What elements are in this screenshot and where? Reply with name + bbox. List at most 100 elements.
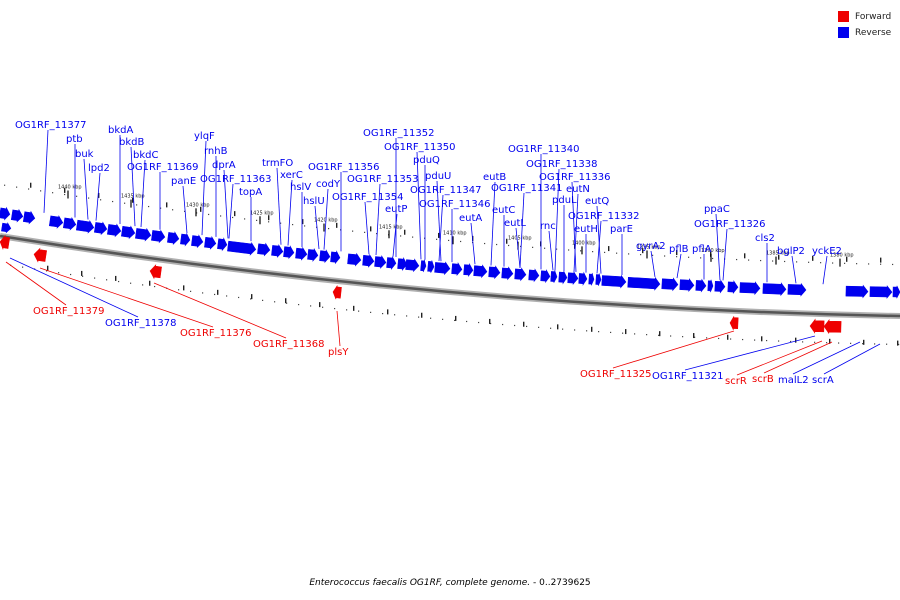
lower-track-dot: [586, 330, 588, 332]
upper-track-dot: [52, 192, 54, 194]
upper-track-mark: [98, 192, 100, 198]
lower-track-dot: [154, 285, 156, 288]
map-caption: Enterococcus faecalis OG1RF, complete ge…: [0, 578, 900, 588]
upper-track-mark: [880, 257, 882, 263]
reverse-gene-arrow: [434, 261, 451, 276]
upper-track-dot: [808, 261, 810, 263]
upper-track-mark: [268, 215, 270, 221]
lower-track-mark: [659, 331, 661, 337]
reverse-gene-arrow: [283, 245, 295, 260]
upper-track-dot: [820, 262, 822, 264]
gene-label-topa: topA: [239, 187, 262, 198]
forward-gene-arrow: [332, 285, 342, 300]
leader-line: [39, 267, 214, 328]
lower-track-dot: [130, 282, 132, 284]
lower-track-dot: [778, 340, 780, 342]
lower-track-mark: [251, 294, 253, 300]
lower-track-mark: [319, 302, 321, 308]
gene-label-pduq: pduQ: [413, 155, 440, 166]
lower-track-dot: [706, 337, 708, 339]
lower-track-dot: [790, 340, 792, 343]
lower-track-dot: [406, 315, 408, 317]
reverse-gene-arrow: [869, 285, 893, 299]
upper-track-mark: [744, 253, 746, 259]
upper-track-dot: [532, 246, 534, 248]
lower-track-mark: [115, 275, 117, 281]
upper-track-mark: [30, 182, 32, 188]
gene-label-euth: eutH: [574, 224, 598, 235]
gene-label-ylqf: ylqF: [194, 131, 215, 142]
tick-label: 1435 kbp: [121, 194, 145, 200]
lower-track-dot: [562, 328, 564, 330]
gene-label-eutc: eutC: [492, 205, 515, 216]
reverse-gene-arrow: [787, 282, 807, 297]
lower-track-mark: [387, 309, 389, 315]
tick-label: 1390 kbp: [701, 248, 725, 254]
upper-track-dot: [412, 236, 414, 238]
leader-line: [554, 168, 560, 271]
tick-label: 1410 kbp: [443, 230, 467, 236]
gene-label-og1rf-11341: OG1RF_11341: [491, 183, 563, 194]
lower-track-dot: [610, 331, 612, 334]
upper-track-dot: [760, 259, 762, 262]
gene-label-eutl: eutL: [504, 218, 526, 229]
lower-track-mark: [47, 265, 49, 271]
lower-track-mark: [863, 339, 865, 345]
gene-label-og1rf-11368: OG1RF_11368: [253, 339, 325, 350]
upper-track-dot: [652, 254, 654, 256]
upper-track-dot: [712, 257, 714, 260]
upper-track-dot: [100, 199, 102, 201]
reverse-gene-arrow: [695, 278, 707, 293]
gene-label-og1rf-11352: OG1RF_11352: [363, 128, 435, 139]
upper-track-dot: [400, 235, 402, 237]
legend-reverse: Reverse: [838, 25, 891, 40]
lower-track-dot: [718, 337, 720, 340]
upper-track-dot: [556, 248, 558, 250]
gene-label-mall2: malL2: [778, 375, 809, 386]
reverse-gene-arrow: [217, 237, 228, 252]
upper-track-dot: [76, 195, 78, 197]
lower-track-dot: [82, 275, 84, 277]
upper-track-dot: [832, 262, 834, 264]
gene-label-lpd2: lpd2: [88, 163, 110, 174]
gene-label-cls2: cls2: [755, 233, 775, 244]
upper-track-dot: [376, 232, 378, 235]
lower-track-dot: [730, 338, 732, 340]
lower-track-dot: [802, 341, 804, 343]
lower-track-dot: [502, 323, 504, 326]
lower-track-dot: [226, 295, 228, 297]
upper-track-dot: [880, 263, 882, 265]
upper-track-mark: [506, 238, 508, 244]
lower-track-mark: [727, 334, 729, 340]
gene-label-eutp: eutP: [385, 204, 407, 215]
leader-line: [364, 201, 370, 255]
reverse-gene-arrow: [94, 221, 108, 236]
lower-track-dot: [814, 341, 816, 343]
gene-label-og1rf-11356: OG1RF_11356: [308, 162, 380, 173]
reverse-gene-arrow: [10, 208, 24, 223]
reverse-gene-arrow: [727, 280, 739, 295]
leader-line: [392, 213, 398, 257]
gene-label-bglp2: bglP2: [777, 246, 805, 257]
lower-track-dot: [214, 293, 216, 296]
upper-track-dot: [280, 222, 282, 224]
leader-line: [736, 340, 823, 376]
upper-track-dot: [448, 239, 450, 242]
leader-line: [722, 228, 728, 281]
gene-label-scrr: scrR: [725, 376, 747, 387]
tick-label: 1405 kbp: [508, 236, 532, 242]
gene-label-og1rf-11347: OG1RF_11347: [410, 185, 482, 196]
reverse-gene-arrow: [420, 259, 427, 273]
reverse-gene-arrow: [739, 281, 761, 296]
upper-track-dot: [304, 225, 306, 227]
upper-track-dot: [196, 212, 198, 214]
lower-track-mark: [81, 270, 83, 276]
gene-label-buk: buk: [75, 149, 94, 160]
reverse-gene-arrow: [271, 244, 284, 258]
reverse-gene-arrow: [661, 277, 679, 292]
backbone-line: [0, 234, 900, 318]
leader-line: [438, 194, 444, 262]
lower-track-dot: [46, 270, 48, 272]
upper-track-dot: [172, 209, 174, 211]
lower-track-dot: [334, 307, 336, 310]
